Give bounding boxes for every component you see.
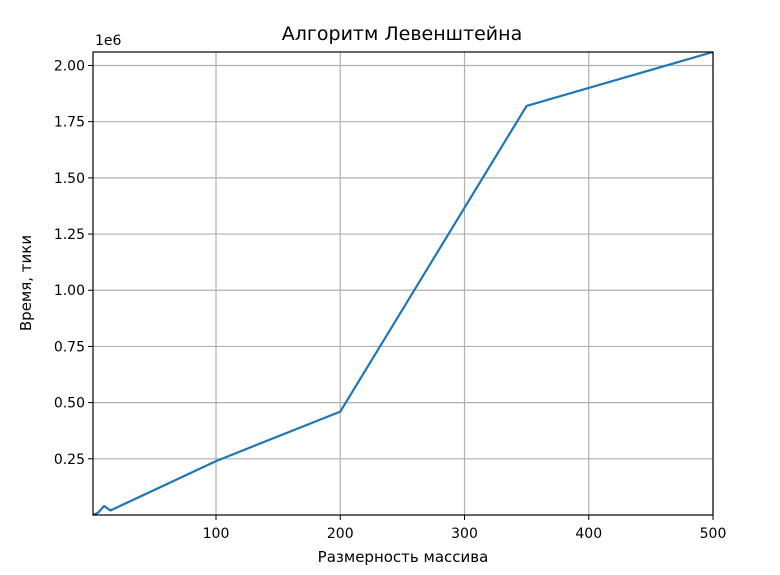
- y-axis: 0.25 0.50 0.75 1.00 1.25 1.50 1.75 2.00: [54, 58, 93, 468]
- x-tick-label: 200: [327, 526, 354, 542]
- x-tick-label: 500: [700, 526, 727, 542]
- x-tick-label: 400: [575, 526, 602, 542]
- y-scale-label: 1e6: [95, 33, 122, 49]
- chart-title: Алгоритм Левенштейна: [282, 23, 522, 45]
- y-tick-label: 1.75: [54, 115, 85, 131]
- y-tick-label: 0.75: [54, 339, 85, 355]
- y-tick-label: 0.25: [54, 452, 85, 468]
- y-tick-label: 1.00: [54, 283, 85, 299]
- y-tick-label: 2.00: [54, 58, 85, 74]
- y-axis-label: Время, тики: [17, 235, 35, 331]
- y-tick-label: 1.25: [54, 227, 85, 243]
- plot-series: [92, 50, 714, 517]
- series-line: [92, 50, 714, 517]
- grid: [93, 52, 714, 515]
- plot-frame: [92, 51, 714, 516]
- y-tick-label: 0.50: [54, 396, 85, 412]
- x-axis-label: Размерность массива: [318, 548, 489, 566]
- y-tick-label: 1.50: [54, 171, 85, 187]
- x-tick-label: 100: [203, 526, 230, 542]
- x-axis: 100 200 300 400 500: [203, 515, 727, 542]
- x-tick-label: 300: [451, 526, 478, 542]
